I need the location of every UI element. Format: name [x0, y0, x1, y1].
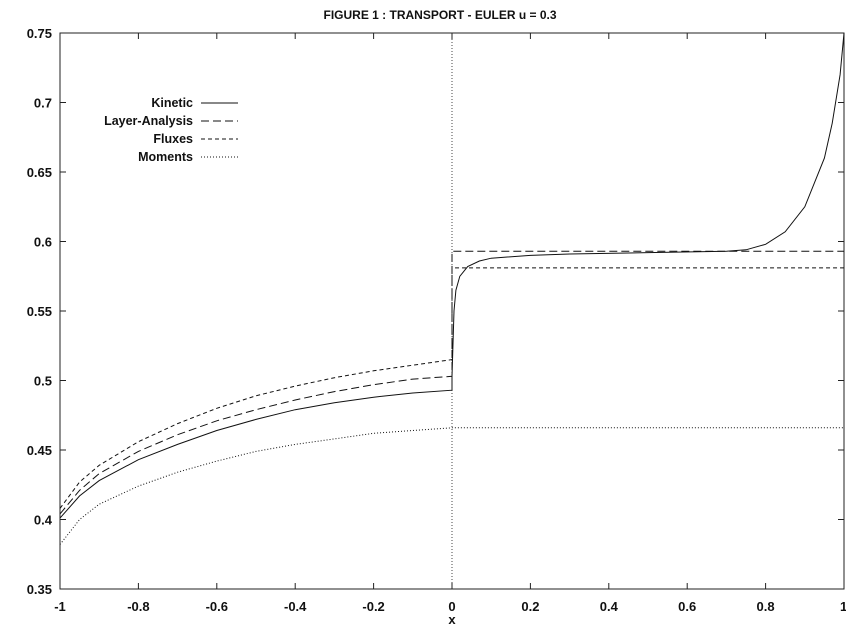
series-line-layer-analysis [59, 250, 844, 515]
x-tick-label: 0.8 [757, 599, 775, 614]
legend: Kinetic Layer-Analysis Fluxes Moments [104, 96, 238, 164]
x-axis-label: x [448, 612, 456, 627]
axis-ticks: -1 -0.8 -0.6 -0.4 -0.2 0 0.2 0.4 0.6 0.8 1 0.35 0.4 0… [27, 26, 846, 614]
legend-label: Fluxes [153, 132, 193, 146]
legend-label: Layer-Analysis [104, 114, 193, 128]
series-line-fluxes [59, 267, 844, 509]
x-tick-label: -1 [54, 599, 66, 614]
series-line-moments [59, 427, 844, 545]
legend-label: Kinetic [151, 96, 193, 110]
x-tick-label: 1 [840, 599, 846, 614]
x-tick-label: 0.2 [521, 599, 539, 614]
x-tick-label: -0.2 [362, 599, 384, 614]
y-tick-label: 0.5 [34, 374, 52, 389]
x-tick-label: -0.4 [284, 599, 307, 614]
x-tick-label: 0.4 [600, 599, 619, 614]
x-tick-label: 0 [448, 599, 455, 614]
series-lines [59, 32, 845, 545]
y-tick-label: 0.75 [27, 26, 52, 41]
x-tick-label: -0.8 [127, 599, 149, 614]
chart-title: FIGURE 1 : TRANSPORT - EULER u = 0.3 [323, 8, 556, 22]
y-tick-label: 0.6 [34, 235, 52, 250]
y-tick-label: 0.65 [27, 165, 52, 180]
y-tick-label: 0.35 [27, 582, 52, 597]
x-tick-label: -0.6 [206, 599, 228, 614]
y-tick-label: 0.7 [34, 96, 52, 111]
y-tick-label: 0.55 [27, 304, 52, 319]
series-line-kinetic [59, 32, 845, 519]
y-tick-label: 0.4 [34, 513, 53, 528]
x-tick-label: 0.6 [678, 599, 696, 614]
y-tick-label: 0.45 [27, 443, 52, 458]
legend-label: Moments [138, 150, 193, 164]
